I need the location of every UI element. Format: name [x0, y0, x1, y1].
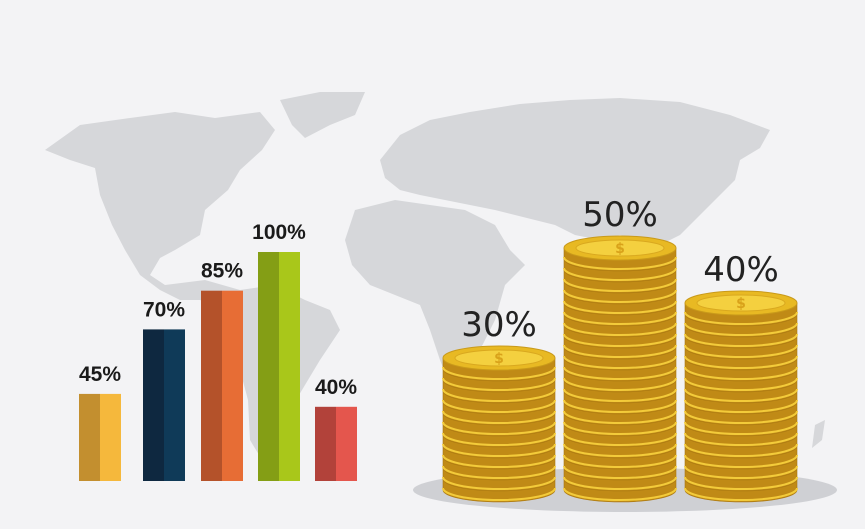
coin-stack-1: $30%	[442, 305, 556, 503]
coin-stack-data-label: 30%	[461, 305, 537, 345]
bar-shade	[258, 252, 279, 481]
dollar-sign-icon: $	[494, 351, 504, 367]
bar-1: 45%	[79, 363, 121, 481]
bar-face	[164, 329, 185, 481]
bar-data-label: 100%	[252, 221, 306, 244]
coin-inner-ring	[575, 239, 665, 257]
bar-data-label: 85%	[201, 260, 243, 283]
bar-shade	[143, 329, 164, 481]
bar-5: 40%	[315, 376, 357, 481]
bar-shade	[79, 393, 100, 481]
bar-chart: 45% 70% 85% 100% 40%	[79, 221, 357, 481]
dollar-sign-icon: $	[615, 241, 625, 257]
bar-data-label: 45%	[79, 363, 121, 386]
bar-face	[336, 406, 357, 481]
bar-4: 100%	[252, 221, 306, 481]
coin-inner-ring	[454, 349, 544, 367]
coin-stack-chart: $30%$50%$40%	[442, 195, 798, 503]
coin-stack-data-label: 40%	[703, 250, 779, 290]
bar-data-label: 70%	[143, 298, 185, 321]
bar-face	[222, 290, 243, 481]
north-america	[45, 112, 275, 345]
bar-data-label: 40%	[315, 376, 357, 399]
coin-stack-data-label: 50%	[582, 195, 658, 235]
coin-inner-ring	[696, 294, 786, 312]
bar-shade	[315, 406, 336, 481]
bar-2: 70%	[143, 298, 185, 481]
new-zealand	[812, 420, 825, 448]
greenland	[280, 92, 365, 138]
coin-stack-2: $50%	[563, 195, 677, 503]
bar-face	[100, 393, 121, 481]
world-map	[45, 92, 825, 460]
eurasia	[380, 98, 770, 245]
bar-shade	[201, 290, 222, 481]
africa	[345, 200, 525, 380]
bar-3: 85%	[201, 260, 243, 481]
coin-stack-3: $40%	[684, 250, 798, 503]
bar-face	[279, 252, 300, 481]
dollar-sign-icon: $	[736, 296, 746, 312]
